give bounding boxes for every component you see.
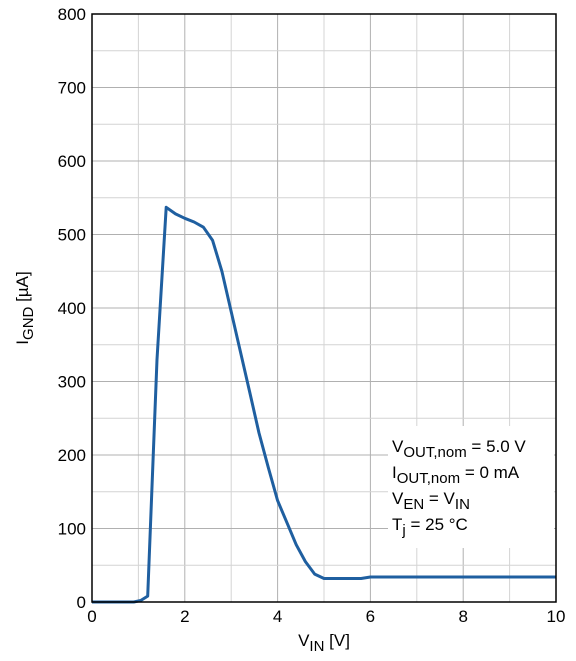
y-tick-label: 600 [58, 152, 86, 171]
x-tick-label: 6 [366, 607, 375, 626]
y-tick-label: 800 [58, 5, 86, 24]
series-group [92, 205, 556, 604]
series-line [92, 205, 556, 604]
y-tick-label: 300 [58, 373, 86, 392]
annotation-line: IOUT,nom = 0 mA [392, 463, 520, 487]
x-tick-label: 0 [87, 607, 96, 626]
annotation-line: VOUT,nom = 5.0 V [392, 437, 526, 461]
x-tick-label: 8 [458, 607, 467, 626]
axis-labels: VIN [V] IGND [µA] [13, 271, 350, 655]
y-tick-label: 100 [58, 520, 86, 539]
x-tick-label: 4 [273, 607, 282, 626]
y-tick-label: 400 [58, 299, 86, 318]
annotation-line: VEN = VIN [392, 489, 470, 513]
y-tick-label: 500 [58, 226, 86, 245]
y-tick-label: 700 [58, 79, 86, 98]
annotation-line: Tj = 25 °C [392, 515, 468, 539]
x-axis-label: VIN [V] [298, 631, 350, 655]
y-axis-label: IGND [µA] [13, 271, 37, 344]
annotation-background [388, 426, 554, 548]
plot-frame [91, 13, 557, 603]
x-tick-label: 10 [547, 607, 566, 626]
x-tick-label: 2 [180, 607, 189, 626]
y-tick-label: 200 [58, 446, 86, 465]
y-tick-label: 0 [77, 593, 86, 612]
